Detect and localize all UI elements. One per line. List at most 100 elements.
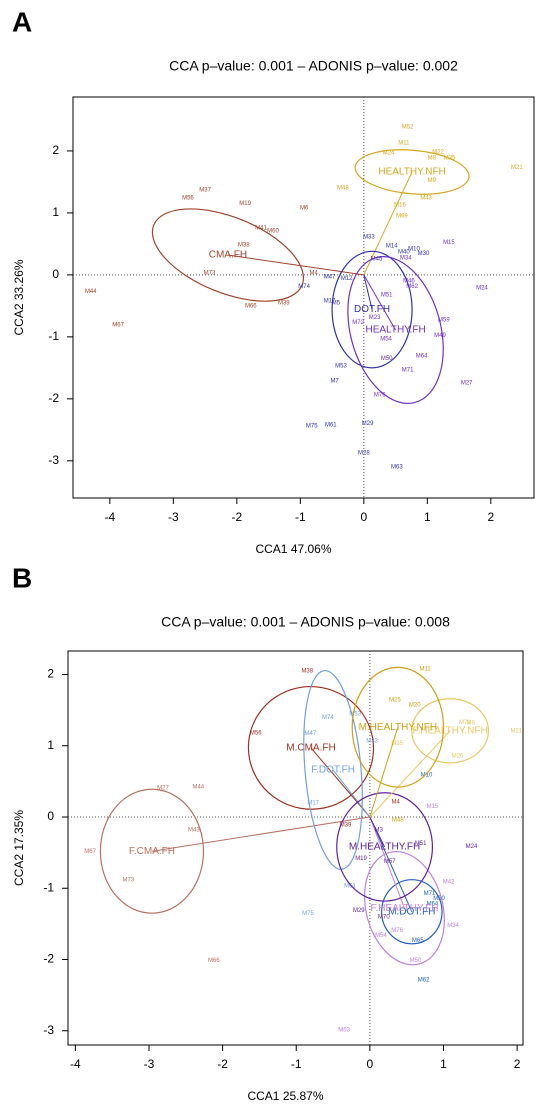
group-name: HEALTHY.FH: [365, 325, 425, 336]
group-name: M.DOT.FH: [388, 906, 435, 917]
sample-label: M37: [199, 188, 211, 194]
sample-label: M21: [511, 165, 523, 171]
sample-label: M15: [427, 804, 439, 810]
x-tick-label: -4: [70, 1057, 81, 1071]
sample-label: M48: [392, 817, 404, 823]
sample-label: M64: [416, 354, 428, 360]
sample-label: M28: [358, 450, 370, 456]
sample-label: M27: [157, 785, 169, 791]
sample-label: M27: [461, 380, 473, 386]
sample-label: M3: [375, 827, 384, 833]
sample-label: M19: [355, 856, 367, 862]
sample-label: M56: [250, 731, 262, 737]
plot-frame: [72, 96, 535, 499]
sample-label: M17: [307, 800, 319, 806]
sample-label: M38: [301, 669, 313, 675]
centroid-arrow: [151, 816, 370, 852]
sample-label: M22: [432, 150, 444, 156]
group-ellipse: [303, 669, 363, 870]
group-ellipse: [347, 256, 444, 405]
sample-label: M63: [391, 465, 403, 471]
panel-letter: B: [12, 562, 32, 593]
sample-label: M8: [467, 721, 476, 727]
y-tick-label: -1: [43, 880, 54, 894]
sample-label: M33: [363, 235, 375, 241]
sample-label: M74: [298, 284, 310, 290]
centroid-arrow: [310, 747, 371, 818]
sample-label: M29: [353, 908, 365, 914]
sample-label: M75: [306, 424, 318, 430]
sample-label: M75: [302, 911, 314, 917]
sample-label: M5: [332, 300, 341, 306]
sample-label: M7: [330, 378, 339, 384]
group-name: HEALTHY.NFH: [378, 167, 445, 178]
group-name: M.HEALTHY.NFH: [359, 722, 438, 733]
sample-label: M70: [378, 914, 390, 920]
sample-label: M76: [374, 393, 386, 399]
sample-label: M19: [239, 201, 251, 207]
x-tick-label: -3: [144, 1057, 155, 1071]
y-tick-label: 1: [52, 205, 59, 219]
x-tick-label: 1: [424, 510, 431, 524]
sample-label: M73: [204, 271, 216, 277]
centroid-arrow: [369, 727, 399, 818]
group-name: M.HEALTHY.FH: [349, 842, 420, 853]
x-tick-label: -4: [104, 510, 115, 524]
sample-label: M24: [466, 844, 478, 850]
sample-label: M10: [421, 773, 433, 779]
y-tick-label: 0: [52, 267, 59, 281]
sample-label: M57: [384, 859, 396, 865]
y-tick-label: 2: [47, 667, 54, 681]
group-name: DOT.FH: [354, 304, 390, 315]
sample-label: M24: [383, 150, 395, 156]
y-axis-label: CCA2 33.26%: [12, 259, 26, 335]
sample-label: M49: [434, 333, 446, 339]
sample-label: M53: [335, 364, 347, 370]
sample-label: M35: [391, 741, 403, 747]
sample-label: M17: [324, 298, 336, 304]
group-ellipse: [336, 792, 434, 902]
x-tick-label: 1: [440, 1057, 447, 1071]
sample-label: M65: [412, 938, 424, 944]
x-tick-label: 2: [514, 1057, 521, 1071]
centroid-arrow: [369, 816, 405, 909]
x-tick-label: -1: [291, 1057, 302, 1071]
sample-label: M33: [366, 738, 378, 744]
centroid-arrow: [363, 274, 397, 331]
sample-label: M39: [340, 822, 352, 828]
sample-label: M43: [420, 196, 432, 202]
sample-label: M41: [255, 225, 267, 231]
sample-label: M50: [410, 958, 422, 964]
sample-label: M45: [371, 256, 383, 262]
y-tick-label: -3: [43, 1023, 54, 1037]
group-ellipse: [411, 698, 489, 764]
sample-label: M29: [362, 421, 374, 427]
x-tick-label: -2: [231, 510, 242, 524]
sample-label: M74: [322, 715, 334, 721]
sample-label: M42: [443, 879, 455, 885]
sample-label: M51: [381, 292, 393, 298]
sample-label: M76: [391, 928, 403, 934]
sample-label: M39: [278, 300, 290, 306]
sample-label: M25: [389, 698, 401, 704]
sample-label: M61: [325, 422, 337, 428]
sample-label: M72: [352, 320, 364, 326]
sample-label: M6: [300, 206, 309, 212]
centroid-arrow: [363, 171, 413, 276]
sample-label: M30: [433, 896, 445, 902]
chart-title: CCA p–value: 0.001 – ADONIS p–value: 0.0…: [161, 614, 450, 630]
x-tick-label: -3: [168, 510, 179, 524]
x-tick-label: 0: [360, 510, 367, 524]
sample-label: M16: [394, 202, 406, 208]
sample-label: M50: [381, 356, 393, 362]
group-ellipse: [351, 666, 445, 788]
centroid-arrow: [369, 730, 451, 818]
plot-frame: [67, 650, 524, 1046]
sample-label: M43: [188, 827, 200, 833]
y-tick-label: 1: [47, 738, 54, 752]
sample-label: M61: [344, 884, 356, 890]
group-ellipse: [363, 850, 445, 966]
sample-label: M26: [452, 753, 464, 759]
sample-label: M20: [409, 703, 421, 709]
sample-label: M24: [476, 285, 488, 291]
